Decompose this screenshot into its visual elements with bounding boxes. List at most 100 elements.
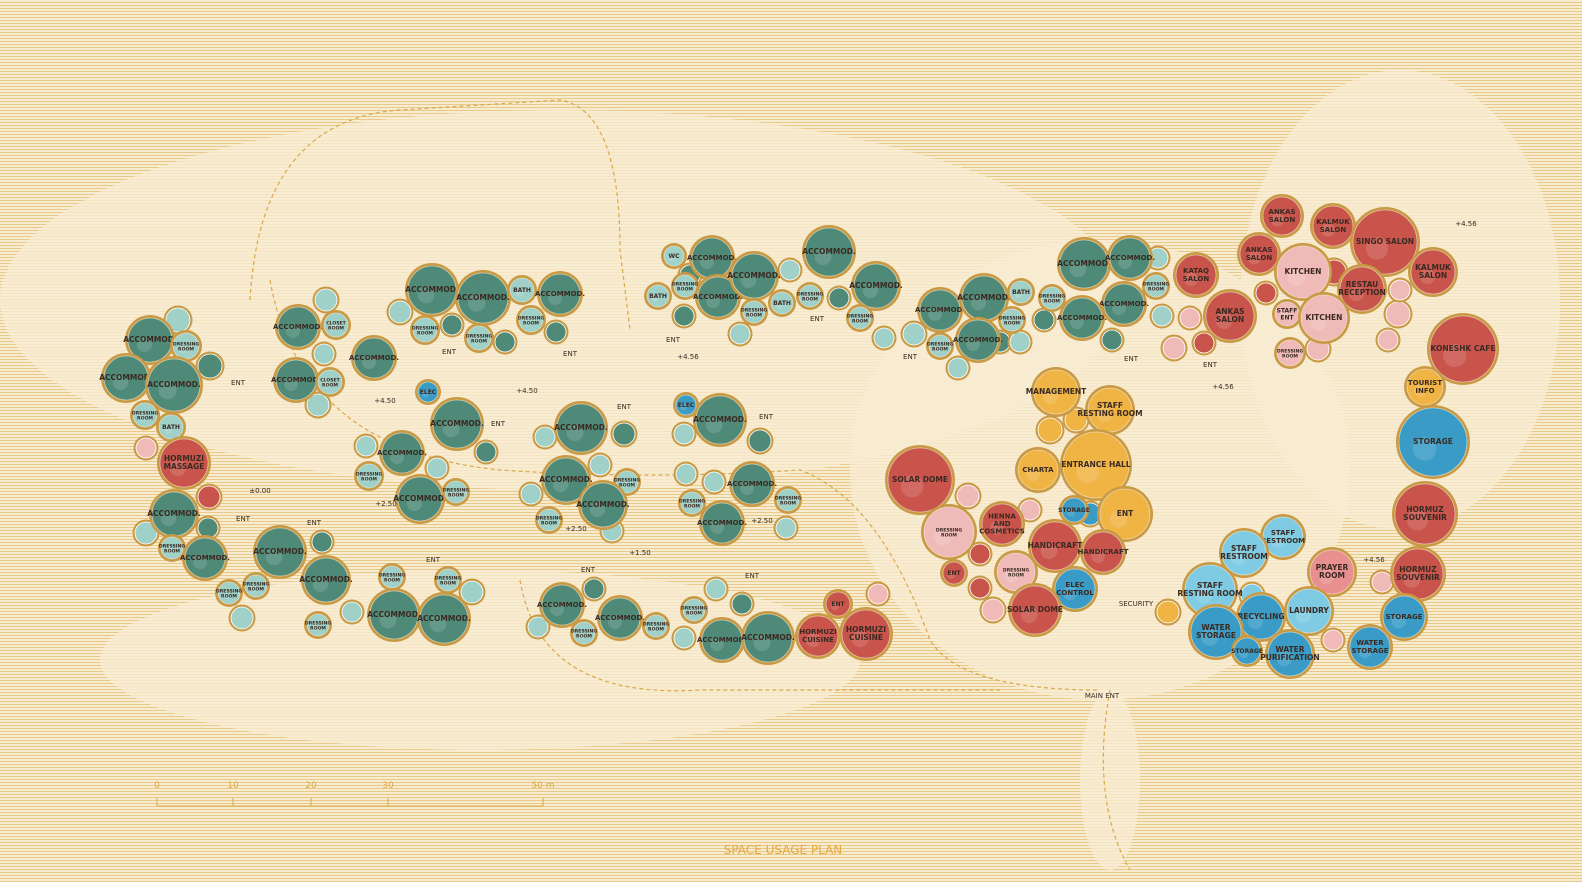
room: ACCOMMOD. [802, 225, 856, 279]
room-circle [1010, 585, 1060, 635]
furniture-mark [710, 637, 724, 651]
room: ACCOMMOD. [99, 353, 153, 403]
room-label-line: HORMUZI [799, 628, 837, 636]
room-circle [682, 598, 706, 622]
room-circle [1175, 254, 1217, 296]
room-label: KITCHEN [1306, 313, 1343, 322]
furniture-mark [1365, 237, 1389, 260]
furniture-mark [966, 337, 980, 351]
room-label-line: RESTROOM [1220, 552, 1267, 561]
room-label-line: ROOM [248, 586, 264, 592]
room-label-line: ROOM [448, 492, 464, 498]
furniture-mark [651, 294, 660, 303]
room-circle [313, 343, 335, 365]
entrance-label: ENT [236, 515, 251, 523]
room: ACCOMMOD. [693, 393, 747, 447]
room-label-line: ELEC [678, 402, 695, 409]
room: ACCOMMOD. [1105, 235, 1155, 281]
entrance-label: ENT [810, 315, 825, 323]
room-label-line: WATER [1201, 623, 1230, 632]
furniture-mark [1276, 650, 1293, 667]
room-circle [159, 438, 209, 488]
room-label: ACCOMMOD. [697, 519, 747, 527]
room: LAUNDRY [1284, 586, 1334, 636]
room-circle [527, 616, 549, 638]
room-circle [644, 614, 668, 638]
room: DRESSING ROOM [1038, 284, 1066, 312]
room-circle [1394, 483, 1456, 545]
room-label-line: DRESSING [379, 572, 405, 578]
room-circle [798, 284, 822, 308]
room-label-line: ROOM [932, 346, 948, 352]
room-circle [520, 483, 542, 505]
room: DRESSING ROOM [442, 478, 470, 506]
furniture-mark [970, 294, 987, 311]
room-circle [417, 381, 439, 403]
room-label-line: ROOM [1044, 298, 1060, 304]
room-label-line: KATAQ [1183, 267, 1209, 275]
room-label-line: ACCOMMOD. [1105, 254, 1155, 262]
room-label-line: ROOM [684, 503, 700, 509]
room-label-line: KONESHK CAFE [1431, 344, 1496, 353]
furniture-mark [542, 518, 551, 527]
room-label-line: CLOSET [326, 320, 346, 326]
room-label-line: ELEC [1065, 581, 1084, 589]
room-label: BATH [773, 300, 791, 307]
room-circle [1030, 521, 1080, 571]
level-label: +1.50 [629, 549, 650, 557]
furniture-mark [900, 475, 924, 498]
furniture-mark [1045, 296, 1054, 305]
furniture-mark [362, 355, 376, 369]
room-label-line: ROOM [1148, 286, 1164, 292]
room-label-line: ROOM [780, 500, 796, 506]
room-label: STAFF ENT [1277, 307, 1298, 321]
furniture-mark [685, 501, 694, 510]
room-circle [356, 463, 382, 489]
room-circle [277, 306, 319, 348]
furniture-mark [1282, 351, 1292, 361]
room-label-line: DRESSING [435, 575, 461, 581]
room-label-line: DRESSING [797, 291, 823, 297]
room-label-line: ACCOMMOD. [849, 281, 903, 290]
furniture-mark [1070, 315, 1084, 329]
room: ACCOMMOD. [537, 582, 587, 628]
room: ACCOMMOD. [953, 317, 1003, 363]
room-circle [1009, 280, 1033, 304]
room-label-line: ACCOMMOD. [539, 475, 593, 484]
room: KATAQ SALON [1173, 252, 1219, 298]
furniture-mark [169, 459, 187, 477]
room-label-line: DRESSING [571, 628, 597, 634]
room-circle [1017, 449, 1059, 491]
room-label: WC [668, 253, 680, 260]
room: ACCOMMOD. [455, 270, 511, 326]
room-label-line: ROOM [137, 415, 153, 421]
room: DRESSING ROOM [921, 504, 977, 560]
room-label: ELEC [678, 402, 695, 409]
room: ACCOMMOD. [271, 357, 321, 403]
level-label: +4.50 [516, 387, 537, 395]
room-label: ACCOMMOD. [253, 547, 307, 556]
room: ANKAS SALON [1203, 289, 1257, 343]
room-label-line: ANKAS [1245, 246, 1272, 254]
furniture-mark [1076, 460, 1100, 484]
room-label-line: ACCOMMOD. [1057, 259, 1111, 268]
room: ANKAS SALON [1237, 232, 1281, 276]
furniture-mark [706, 294, 720, 308]
room: ACCOMMOD. [253, 525, 307, 579]
room-label: ACCOMMOD. [849, 281, 903, 290]
room-label-line: SALON [1419, 271, 1447, 280]
room-circle [1312, 205, 1354, 247]
furniture-mark [1149, 284, 1158, 293]
room-label: DRESSING ROOM [847, 313, 873, 324]
room-circle [1429, 315, 1497, 383]
room-label-line: ENT [947, 570, 961, 577]
room-label-line: RESTROOM [1261, 537, 1305, 545]
room-label-line: ENT [1280, 314, 1294, 321]
room-label-line: LAUNDRY [1289, 606, 1329, 615]
room-label-line: ACCOMMOD. [405, 285, 459, 294]
furniture-mark [265, 548, 283, 566]
room-circle [1061, 497, 1087, 523]
room-label-line: SOLAR DOME [892, 475, 948, 484]
room-circle [444, 480, 468, 504]
room-circle [165, 307, 191, 333]
